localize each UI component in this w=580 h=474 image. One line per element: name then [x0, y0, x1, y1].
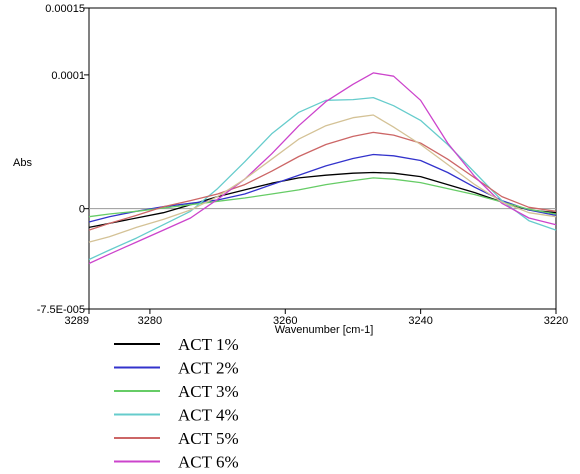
- series-line-1: [88, 171, 557, 229]
- y-tick-label: 0.0001: [51, 70, 85, 82]
- y-tick-label: 0: [79, 204, 85, 216]
- legend-label: ACT 1%: [178, 335, 239, 354]
- legend-label: ACT 2%: [178, 359, 239, 378]
- series-line-6: [88, 72, 557, 265]
- series-line-unlabeled-1: [88, 114, 557, 243]
- legend-label: ACT 4%: [178, 406, 239, 425]
- x-axis-ticks: 3289 3280 3260 3240 3220: [65, 309, 568, 327]
- legend-label: ACT 6%: [178, 453, 239, 472]
- series-line-4: [88, 96, 557, 261]
- legend-label: ACT 5%: [178, 429, 239, 448]
- y-axis-ticks: 0.00015 0.0001 0 -7.5E-005: [37, 3, 89, 316]
- plot-area: [88, 7, 557, 310]
- y-axis-title: Abs: [13, 157, 32, 169]
- series-line-3: [88, 177, 557, 218]
- x-tick-label: 3280: [138, 315, 162, 327]
- x-tick-label: 3260: [273, 315, 297, 327]
- y-tick-label: 0.00015: [45, 3, 85, 15]
- legend-label: ACT 3%: [178, 382, 239, 401]
- x-tick-label: 3240: [408, 315, 432, 327]
- series-group: [88, 72, 557, 265]
- x-axis-title: Wavenumber [cm-1]: [275, 324, 374, 336]
- y-tick-label: -7.5E-005: [37, 304, 85, 316]
- x-tick-label: 3220: [544, 315, 568, 327]
- legend: ACT 1% ACT 2% ACT 3% ACT 4% ACT 5% ACT 6%: [114, 335, 239, 472]
- x-tick-label: 3289: [65, 315, 89, 327]
- series-line-5: [88, 131, 557, 231]
